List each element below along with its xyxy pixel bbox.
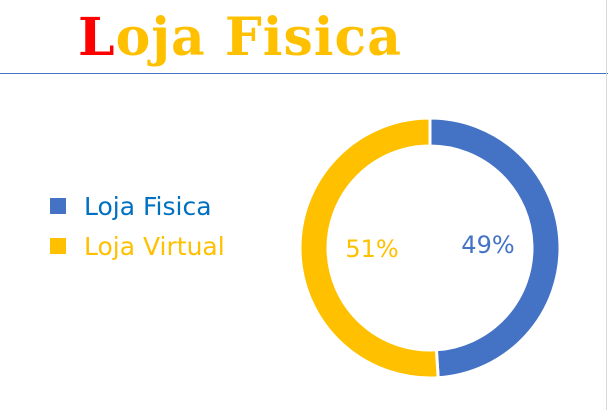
title-rest: oja Fisica (116, 7, 402, 68)
legend-swatch-loja-virtual (50, 238, 66, 254)
legend-swatch-loja-fisica (50, 198, 66, 214)
chart-legend: Loja Fisica Loja Virtual (50, 186, 225, 266)
page-title: Loja Fisica (78, 4, 402, 72)
right-edge-line (606, 0, 607, 410)
donut-chart: 49% 51% (290, 108, 570, 388)
title-divider (0, 73, 608, 74)
legend-item-loja-fisica: Loja Fisica (50, 186, 225, 226)
legend-label-loja-virtual: Loja Virtual (84, 232, 225, 261)
legend-label-loja-fisica: Loja Fisica (84, 192, 212, 221)
data-label-loja-virtual: 51% (345, 235, 398, 263)
title-first-letter: L (78, 7, 116, 68)
data-label-loja-fisica: 49% (461, 231, 514, 259)
legend-item-loja-virtual: Loja Virtual (50, 226, 225, 266)
